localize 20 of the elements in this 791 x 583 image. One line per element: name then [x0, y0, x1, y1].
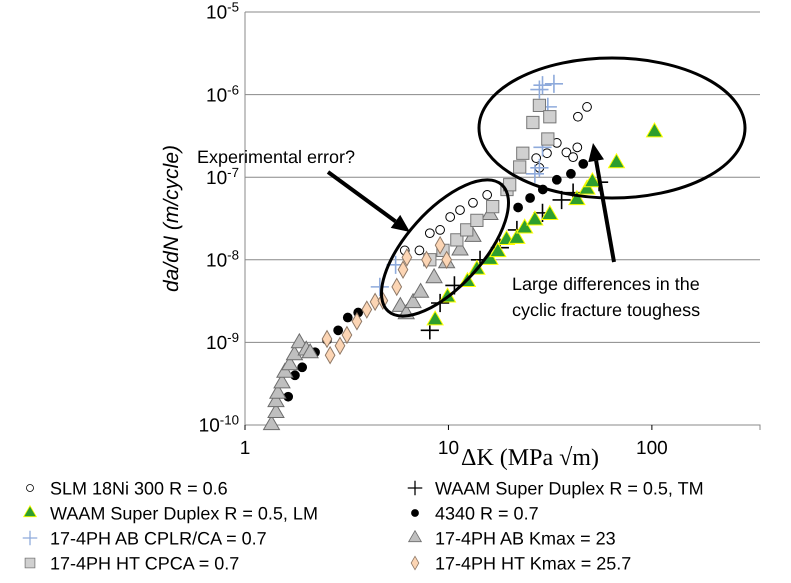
legend-label: SLM 18Ni 300 R = 0.6 [50, 478, 228, 498]
x-tick-label: 100 [636, 438, 668, 459]
x-axis-title: ΔK (MPa √m) [461, 445, 599, 471]
legend-label: 17-4PH AB Kmax = 23 [435, 528, 616, 548]
legend-label: WAAM Super Duplex R = 0.5, TM [435, 478, 704, 498]
legend-label: WAAM Super Duplex R = 0.5, LM [50, 503, 318, 524]
y-tick-label: 10$^{-6}$ [206, 82, 239, 106]
legend-label: 17-4PH HT Kmax = 25.7 [435, 553, 632, 574]
y-tick-label: 10$^{-5}$ [206, 0, 239, 24]
x-tick-label: 1 [240, 438, 250, 459]
y-tick-label: 10$^{-8}$ [206, 246, 239, 272]
legend-label: 17-4PH AB CPLR/CA = 0.7 [50, 528, 267, 548]
x-tick-label: 10 [438, 438, 460, 459]
legend-label: 17-4PH HT CPCA = 0.7 [50, 553, 240, 574]
annotation: Large differences in the cyclic fracture toughess [512, 274, 700, 320]
y-tick-label: 10$^{-9}$ [206, 330, 239, 354]
y-tick-label: 10$^{-10}$ [198, 412, 239, 437]
annotation: Experimental error? [197, 147, 356, 167]
legend-label: 4340 R = 0.7 [435, 503, 539, 524]
y-axis-title: da/dN (m/cycle) [160, 144, 183, 292]
